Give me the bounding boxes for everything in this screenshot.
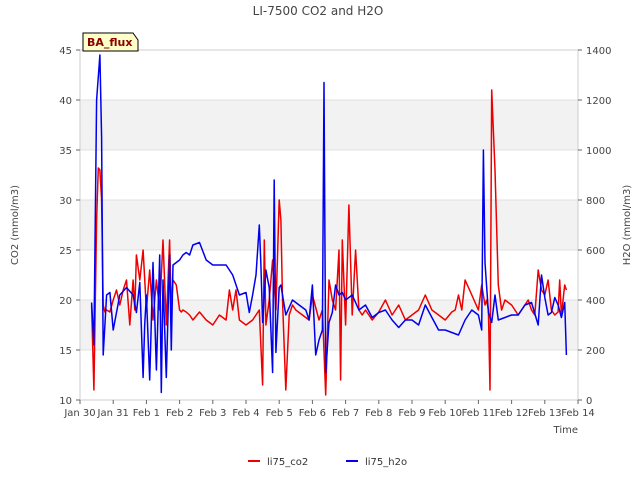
legend-label-li75_h2o: li75_h2o: [365, 457, 407, 468]
grid-band: [80, 100, 578, 150]
x-tick-label: Feb 5: [266, 408, 293, 419]
series-line-li75_h2o: [90, 54, 568, 394]
x-tick-label: Feb 3: [199, 408, 226, 419]
y-left-tick-label: 25: [59, 246, 72, 257]
y-axis-right-label: H2O (mmol/m3): [622, 185, 633, 266]
x-axis: Jan 30 Jan 31 Feb 1 Feb 2 Feb 3 Feb 4 Feb 5 Feb…: [63, 400, 595, 419]
y-left-tick-label: 45: [59, 46, 72, 57]
y-left-tick-label: 15: [59, 346, 72, 357]
y-left-tick-label: 10: [59, 396, 72, 407]
x-tick-label: Feb 12: [495, 408, 529, 419]
x-tick-label: Feb 7: [332, 408, 359, 419]
x-tick-label: Feb 8: [365, 408, 392, 419]
y-right-tick-label: 1400: [586, 46, 611, 57]
y-right-tick-label: 400: [586, 296, 605, 307]
badge-box: [82, 32, 139, 52]
x-tick-label: Feb 2: [166, 408, 193, 419]
plot-frame: [79, 49, 579, 401]
legend: li75_co2 li75_h2o: [248, 457, 407, 468]
badge-text: BA_flux: [87, 36, 132, 49]
x-tick-label: Feb 11: [462, 408, 496, 419]
x-tick-label: Feb 4: [232, 408, 259, 419]
y-right-tick-label: 600: [586, 246, 605, 257]
legend-label-li75_co2: li75_co2: [267, 457, 308, 468]
grid-band: [80, 200, 578, 250]
x-tick-label: Jan 31: [97, 408, 129, 419]
right-axis: 0 200 400 600 800 1000 1200 1400: [578, 46, 611, 407]
grid-bands: [80, 100, 578, 350]
badge: BA_flux: [82, 32, 139, 52]
chart-title: LI-7500 CO2 and H2O: [253, 4, 384, 18]
y-right-tick-label: 1000: [586, 146, 611, 157]
y-axis-left-label: CO2 (mmol/m3): [10, 185, 21, 265]
x-axis-label: Time: [553, 425, 578, 436]
x-tick-label: Feb 6: [299, 408, 326, 419]
x-tick-label: Feb 1: [133, 408, 160, 419]
x-tick-label: Feb 13: [528, 408, 562, 419]
y-right-tick-label: 200: [586, 346, 605, 357]
y-left-tick-label: 35: [59, 146, 72, 157]
y-left-tick-label: 40: [59, 96, 72, 107]
series-layer: [90, 54, 568, 396]
x-tick-label: Feb 10: [428, 408, 462, 419]
left-axis: 10 15 20 25 30 35 40 45: [59, 46, 80, 407]
y-left-tick-label: 30: [59, 196, 72, 207]
y-right-tick-label: 0: [586, 396, 592, 407]
y-left-tick-label: 20: [59, 296, 72, 307]
x-tick-label: Jan 30: [63, 408, 95, 419]
x-tick-label: Feb 14: [561, 408, 595, 419]
y-right-tick-label: 1200: [586, 96, 611, 107]
x-tick-label: Feb 9: [398, 408, 425, 419]
y-right-tick-label: 800: [586, 196, 605, 207]
